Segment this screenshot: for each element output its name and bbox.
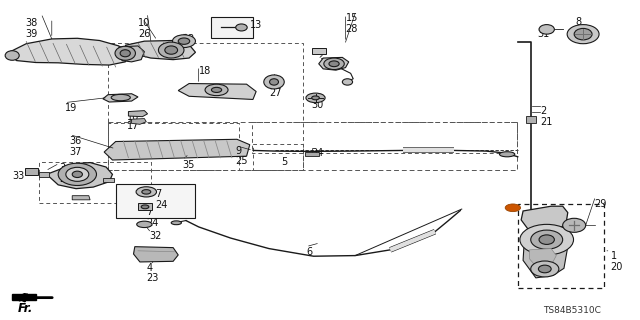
Ellipse shape [5,51,19,60]
Bar [108,43,303,170]
Ellipse shape [563,218,586,232]
Ellipse shape [173,35,195,48]
Text: 31: 31 [537,29,549,39]
Circle shape [505,204,520,212]
Polygon shape [104,139,250,160]
Ellipse shape [538,265,551,273]
Text: 38
39: 38 39 [25,18,37,39]
Text: 35: 35 [182,160,195,170]
Text: 13: 13 [250,20,262,30]
Bar [253,144,303,170]
Ellipse shape [531,230,563,249]
Text: 14: 14 [320,58,332,68]
Text: 34: 34 [312,148,324,158]
Text: 32: 32 [150,231,162,241]
Polygon shape [47,163,113,189]
Ellipse shape [236,24,247,31]
Polygon shape [119,46,145,62]
Ellipse shape [211,87,221,92]
Ellipse shape [567,25,599,44]
Polygon shape [132,119,147,124]
Bar [138,203,152,210]
Text: 16: 16 [127,112,140,122]
Ellipse shape [172,221,181,225]
Ellipse shape [142,190,151,194]
Ellipse shape [539,235,554,244]
Ellipse shape [165,46,177,54]
Ellipse shape [72,171,83,178]
Text: 10
26: 10 26 [138,18,150,39]
Bar [39,172,49,177]
Bar [211,17,253,38]
Text: 12: 12 [182,34,195,44]
Polygon shape [103,94,138,102]
Bar [108,123,239,170]
Ellipse shape [66,167,89,181]
Ellipse shape [269,79,278,85]
Bar [305,152,319,156]
Polygon shape [72,196,90,200]
Text: 18: 18 [198,66,211,76]
Polygon shape [125,41,195,60]
Ellipse shape [539,25,554,34]
Ellipse shape [329,61,339,67]
Text: 30: 30 [312,100,324,110]
Ellipse shape [58,163,97,186]
Polygon shape [178,84,256,100]
Text: TS84B5310C: TS84B5310C [543,306,601,315]
Polygon shape [129,111,148,117]
Text: 5: 5 [282,157,288,167]
Ellipse shape [205,84,228,96]
Text: 36
37: 36 37 [70,136,82,157]
Text: 8: 8 [575,17,582,27]
Ellipse shape [342,79,353,85]
Text: 6: 6 [306,247,312,257]
Ellipse shape [264,75,284,89]
Ellipse shape [324,58,344,69]
Text: 19: 19 [65,103,77,113]
Ellipse shape [137,221,152,228]
Bar [518,204,604,288]
Ellipse shape [159,42,184,58]
Polygon shape [521,206,568,233]
Polygon shape [529,249,556,268]
Bar [312,48,326,54]
Ellipse shape [306,93,325,103]
Polygon shape [12,294,28,301]
Text: 29: 29 [595,199,607,209]
Bar [526,116,536,123]
Ellipse shape [312,96,319,100]
Polygon shape [7,38,129,65]
Text: 7
24: 7 24 [156,189,168,210]
Text: 17: 17 [127,121,140,131]
Text: 4
23: 4 23 [147,263,159,284]
Ellipse shape [531,261,559,277]
Ellipse shape [136,187,157,197]
Text: 2
21: 2 21 [540,107,553,127]
Polygon shape [319,57,349,70]
Text: 11
27: 11 27 [269,77,282,98]
Text: 1
20: 1 20 [611,251,623,272]
Text: 15
28: 15 28 [346,13,358,34]
Ellipse shape [574,28,592,40]
Text: 3
22: 3 22 [60,163,72,184]
Ellipse shape [111,94,131,101]
Bar [25,168,38,175]
Text: 7
24: 7 24 [147,207,159,228]
Text: Fr.: Fr. [17,302,33,315]
Polygon shape [134,247,178,262]
Bar [103,178,115,182]
Bar [39,162,151,203]
Text: 33: 33 [12,171,24,181]
Polygon shape [12,294,36,300]
Ellipse shape [115,46,136,60]
Polygon shape [523,239,568,278]
Ellipse shape [141,205,149,209]
Ellipse shape [120,50,131,57]
Ellipse shape [178,38,189,44]
Ellipse shape [520,224,573,255]
Ellipse shape [499,152,515,157]
Bar [116,184,195,218]
Text: 9
25: 9 25 [236,146,248,166]
